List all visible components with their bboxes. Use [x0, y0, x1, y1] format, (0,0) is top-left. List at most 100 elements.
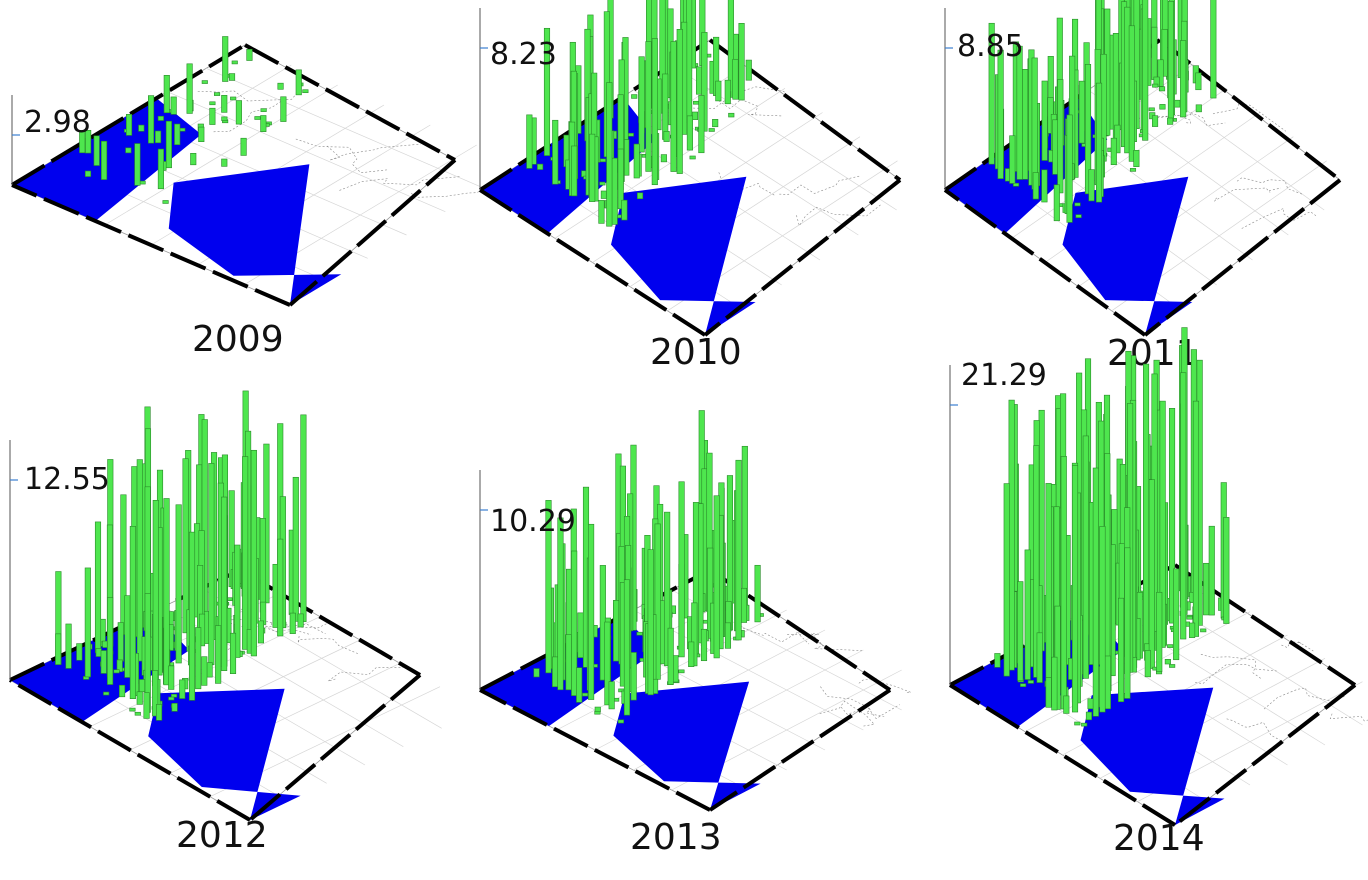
data-bar: [686, 0, 693, 124]
data-bar: [297, 613, 304, 628]
data-bar: [179, 679, 186, 699]
data-bar: [660, 154, 667, 163]
data-bar: [134, 143, 141, 186]
data-bar: [240, 137, 247, 156]
data-bar: [1099, 526, 1106, 713]
data-bar: [745, 59, 752, 81]
data-bar: [1020, 683, 1027, 687]
data-bar: [1017, 581, 1024, 682]
data-bar: [295, 69, 302, 96]
data-bar: [221, 95, 228, 113]
plot-2012: [8, 390, 442, 822]
data-bar: [221, 158, 228, 167]
plot-2009: [10, 36, 507, 307]
data-bar: [600, 190, 607, 199]
data-bar: [1200, 628, 1207, 633]
z-max-label: 2.98: [24, 105, 91, 140]
data-bar: [712, 119, 719, 128]
data-bar: [1167, 0, 1174, 121]
data-bar: [1095, 82, 1103, 203]
data-bar: [1081, 722, 1088, 727]
data-bar: [662, 73, 669, 140]
data-bar: [94, 521, 102, 654]
z-max-label: 21.29: [961, 358, 1047, 393]
data-bar: [168, 665, 175, 690]
data-bar: [100, 650, 107, 674]
data-bar: [1124, 547, 1131, 699]
data-bar: [186, 63, 193, 114]
data-bar: [1045, 677, 1052, 708]
data-bar: [260, 108, 267, 112]
data-bar: [732, 58, 739, 100]
sea-bottom: [148, 688, 301, 820]
data-bar: [670, 41, 677, 172]
border-line: [693, 86, 791, 109]
data-bar: [1208, 525, 1215, 616]
data-bar: [171, 703, 178, 712]
data-bar: [116, 659, 123, 673]
data-bar: [143, 692, 150, 719]
data-bar: [594, 706, 601, 712]
data-bar: [1151, 26, 1158, 80]
border-line: [787, 633, 862, 651]
data-bar: [302, 89, 309, 94]
border-line: [779, 175, 861, 195]
frame-edge: [708, 38, 902, 182]
data-bar: [1060, 456, 1067, 710]
data-bar: [229, 632, 237, 674]
data-bar: [1041, 169, 1048, 203]
data-bar: [201, 80, 208, 84]
data-bar: [1078, 80, 1085, 144]
data-bar: [179, 127, 186, 132]
data-bar: [1033, 445, 1040, 678]
data-bar: [195, 627, 202, 690]
year-label: 2013: [630, 817, 722, 858]
data-bar: [1003, 483, 1010, 677]
data-bar: [1174, 99, 1181, 108]
data-bar: [230, 96, 237, 101]
data-bar: [695, 66, 703, 95]
data-bar: [638, 56, 645, 153]
frame-edge: [248, 673, 422, 822]
data-bar: [1085, 711, 1092, 721]
data-bar: [208, 463, 215, 666]
data-bar: [1203, 562, 1210, 616]
frame-edge: [244, 43, 456, 162]
data-bar: [1195, 104, 1202, 113]
data-bar: [599, 158, 606, 163]
border-line: [1213, 187, 1281, 202]
data-bar: [117, 622, 124, 662]
data-bar: [257, 620, 264, 644]
data-bar: [138, 679, 146, 693]
data-bar: [678, 669, 685, 674]
plot-2011: [943, 0, 1342, 337]
border-line: [197, 90, 297, 102]
data-bar: [65, 623, 72, 669]
data-bar: [698, 95, 705, 154]
chart-panel-2009: 2.98 2009: [0, 36, 507, 460]
z-max-label: 12.55: [24, 462, 110, 497]
sea-bottom: [1062, 176, 1193, 335]
border-line: [297, 636, 359, 655]
data-bar: [691, 602, 698, 667]
data-bar: [188, 531, 196, 701]
chart-panel-2010: 8.23 2010: [470, 0, 910, 420]
frame-edge: [1173, 683, 1357, 827]
data-bar: [222, 36, 229, 82]
data-bar: [686, 115, 693, 151]
data-bar: [93, 135, 100, 166]
data-bar: [1159, 400, 1166, 648]
data-bar: [664, 511, 671, 667]
data-bar: [174, 123, 181, 146]
data-bar: [157, 115, 164, 121]
data-bar: [1144, 650, 1151, 678]
data-bar: [95, 648, 102, 657]
data-bar: [994, 653, 1001, 668]
border-line: [1212, 103, 1287, 132]
data-bar: [1168, 408, 1176, 624]
data-bar: [691, 111, 699, 120]
data-bar: [1104, 655, 1111, 710]
border-line: [819, 700, 875, 727]
data-bar: [1156, 591, 1163, 672]
data-bar: [1159, 104, 1166, 110]
